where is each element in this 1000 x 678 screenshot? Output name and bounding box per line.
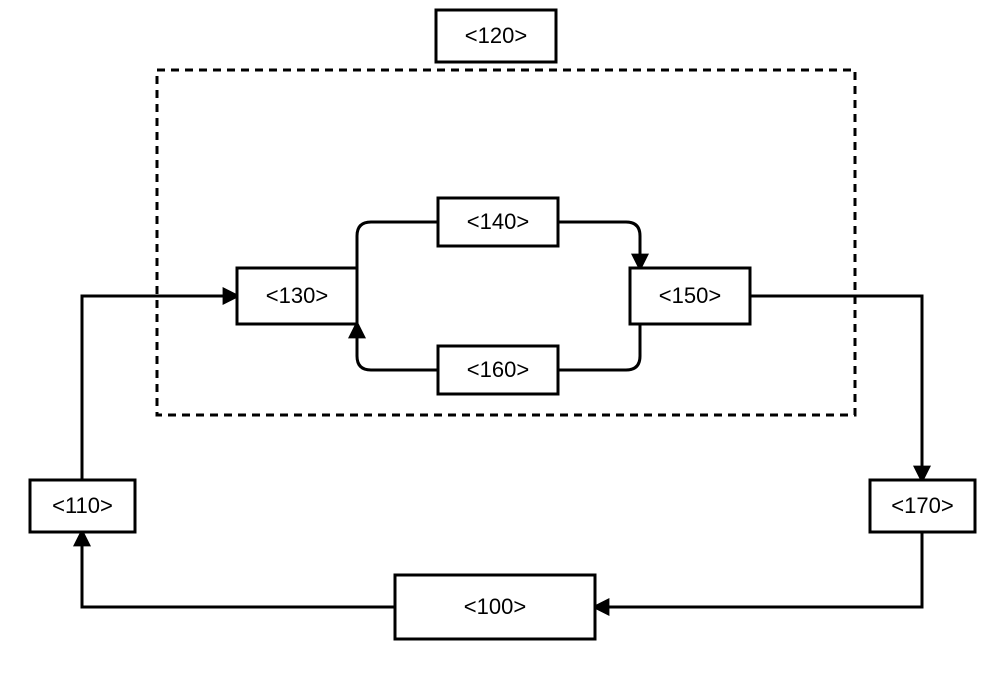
node-label: <120> [465, 23, 527, 48]
edge [558, 222, 640, 268]
node-n100: <100> [395, 575, 595, 639]
node-n120: <120> [436, 10, 556, 62]
node-n160: <160> [438, 346, 558, 394]
node-n110: <110> [30, 480, 135, 532]
node-n150: <150> [630, 268, 750, 324]
node-label: <140> [467, 209, 529, 234]
node-label: <100> [464, 594, 526, 619]
edge [750, 296, 922, 480]
edge [82, 532, 395, 607]
node-label: <160> [467, 357, 529, 382]
node-label: <150> [659, 283, 721, 308]
node-label: <170> [891, 493, 953, 518]
node-n170: <170> [870, 480, 975, 532]
node-label: <110> [52, 493, 113, 518]
node-n130: <130> [237, 268, 357, 324]
edge [357, 222, 438, 268]
edge [558, 324, 640, 370]
node-label: <130> [266, 283, 328, 308]
node-n140: <140> [438, 198, 558, 246]
edge [357, 324, 438, 370]
edge [82, 296, 237, 480]
diagram-canvas: <120> <140> <130> <150> <160> <110> <170> <100> [0, 0, 1000, 678]
edge [595, 532, 922, 607]
